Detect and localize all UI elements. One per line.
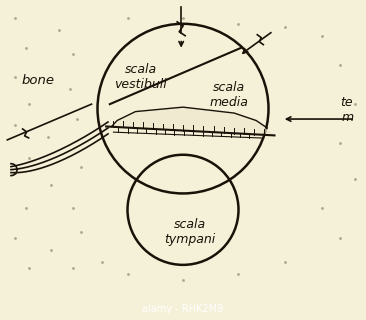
Text: scala
tympani: scala tympani	[165, 218, 216, 246]
Text: alamy - RHK2M9: alamy - RHK2M9	[142, 304, 224, 314]
Polygon shape	[106, 107, 274, 135]
Text: te
m: te m	[341, 96, 353, 124]
Text: bone: bone	[22, 74, 55, 87]
Text: scala
vestibuli: scala vestibuli	[115, 63, 167, 92]
Text: scala
media: scala media	[209, 81, 248, 109]
